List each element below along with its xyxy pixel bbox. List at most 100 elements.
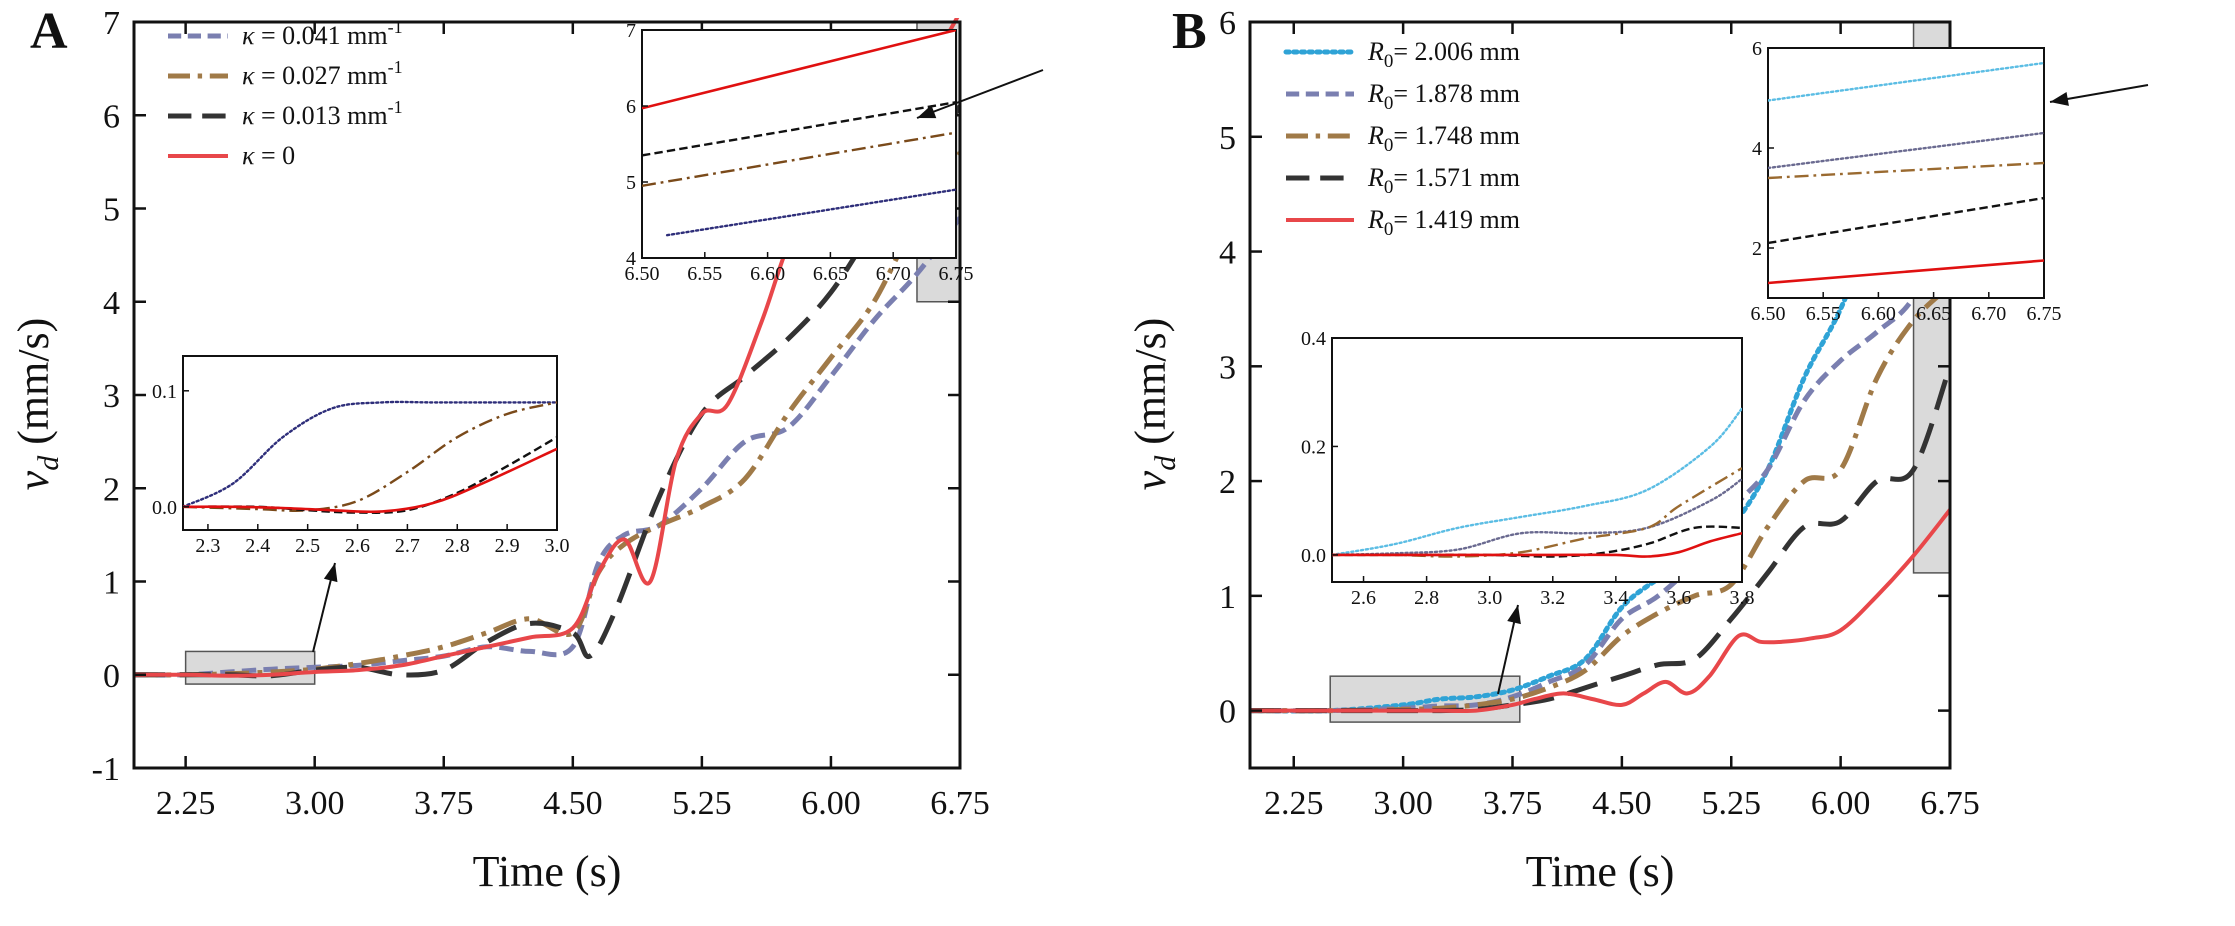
- y-tick-label: 1: [103, 565, 120, 602]
- inset-x-tick-label: 2.6: [1351, 587, 1376, 609]
- inset-x-tick-label: 6.65: [813, 263, 848, 285]
- inset-x-tick-label: 2.8: [445, 535, 470, 557]
- legend-label: κ = 0: [242, 141, 295, 170]
- legend-label: R0= 2.006 mm: [1367, 37, 1520, 72]
- x-tick-label: 3.00: [1373, 785, 1433, 822]
- inset-series-line-4: [183, 447, 557, 514]
- zoom-arrow-head: [1507, 605, 1521, 625]
- x-tick-label: 6.00: [801, 785, 861, 822]
- inset-series-line-1: [183, 400, 557, 508]
- inset-x-tick-label: 6.65: [1916, 303, 1951, 325]
- y-tick-label: 7: [103, 5, 120, 42]
- y-tick-label: 4: [103, 285, 120, 322]
- x-tick-label: 4.50: [543, 785, 603, 822]
- inset-y-tick-label: 4: [1752, 138, 1762, 160]
- inset-x-tick-label: 6.75: [2027, 303, 2062, 325]
- zoom-arrow: [916, 69, 1044, 119]
- inset-x-tick-label: 6.60: [1861, 303, 1896, 325]
- inset-x-tick-label: 6.60: [750, 263, 785, 285]
- inset-series-line-2: [1332, 477, 1742, 557]
- inset-x-tick-label: 6.55: [687, 263, 722, 285]
- inset-x-tick-label: 2.3: [195, 535, 220, 557]
- x-tick-label: 6.75: [930, 785, 990, 822]
- y-tick-label: 1: [1219, 579, 1236, 616]
- inset-series-line-1: [1332, 407, 1742, 557]
- legend-label: R0= 1.748 mm: [1367, 121, 1520, 156]
- legend: R0= 2.006 mm R0= 1.878 mm R0= 1.748 mm R0= …: [1283, 37, 1520, 240]
- y-tick-label: 3: [1219, 349, 1236, 386]
- inset-x-tick-label: 2.9: [495, 535, 520, 557]
- inset-y-tick-label: 5: [626, 172, 636, 194]
- y-tick-label: 6: [103, 98, 120, 135]
- x-tick-label: 4.50: [1592, 785, 1652, 822]
- inset-frame: [641, 29, 957, 259]
- legend-label: κ = 0.013 mm-1: [242, 97, 403, 130]
- y-tick-label: 6: [1219, 5, 1236, 42]
- inset-series-line-1: [665, 188, 956, 237]
- y-axis-title: vd (mm/s): [1126, 318, 1182, 491]
- inset-frame: [1767, 47, 2045, 299]
- inset-x-tick-label: 3.0: [1477, 587, 1502, 609]
- inset-y-tick-label: 0.1: [152, 381, 177, 403]
- series-line-2: [134, 151, 960, 678]
- panel-b-chart: 2.25 3.00 3.75 4.50 5.25 6.00 6.75 0 1 2 3 4 5 6 Time …: [1126, 5, 2149, 896]
- inset-top-right: 6.50 6.55 6.60 6.65 6.70 6.75 2 4 6: [1751, 38, 2062, 325]
- inset-y-tick-label: 6: [1752, 38, 1762, 60]
- x-tick-label: 3.00: [285, 785, 345, 822]
- inset-x-tick-label: 2.4: [245, 535, 270, 557]
- inset-x-tick-label: 6.75: [939, 263, 974, 285]
- legend: κ = 0.041 mm-1 κ = 0.027 mm-1 κ = 0.013 mm…: [168, 17, 403, 170]
- inset-x-tick-label: 6.70: [1971, 303, 2006, 325]
- x-tick-label: 3.75: [414, 785, 474, 822]
- legend-label: R0= 1.571 mm: [1367, 163, 1520, 198]
- inset-y-tick-label: 6: [626, 96, 636, 118]
- legend-label: R0= 1.878 mm: [1367, 79, 1520, 114]
- y-tick-label: 5: [1219, 120, 1236, 157]
- inset-y-tick-label: 4: [626, 248, 636, 270]
- panel-a-chart: 2.25 3.00 3.75 4.50 5.25 6.00 6.75 -1 0 1 2 3 4 5 6 7 Ti…: [9, 5, 1044, 896]
- y-tick-label: 0: [1219, 694, 1236, 731]
- series-line-1: [134, 216, 960, 678]
- y-tick-label: 5: [103, 192, 120, 229]
- x-tick-label: 2.25: [156, 785, 216, 822]
- inset-series-line-1: [1768, 61, 2044, 102]
- zoom-arrow-head: [323, 563, 338, 583]
- inset-x-tick-label: 3.8: [1730, 587, 1755, 609]
- inset-x-tick-label: 6.50: [1751, 303, 1786, 325]
- x-tick-label: 5.25: [1702, 785, 1762, 822]
- x-tick-label: 5.25: [672, 785, 732, 822]
- x-axis-title: Time (s): [473, 847, 622, 896]
- inset-bottom-left: 2.6 2.8 3.0 3.2 3.4 3.6 3.8 0.0 0.2 0.4: [1301, 328, 1755, 609]
- y-axis-title: vd (mm/s): [9, 318, 65, 491]
- inset-series-line-2: [1768, 131, 2044, 170]
- inset-frame: [182, 355, 558, 531]
- inset-bottom-left: 2.3 2.4 2.5 2.6 2.7 2.8 2.9 3.0 0.0 0.1: [152, 355, 570, 557]
- inset-y-tick-label: 0.2: [1301, 436, 1326, 458]
- inset-series-line-5: [1768, 259, 2044, 285]
- inset-x-tick-label: 3.0: [545, 535, 570, 557]
- legend-label: κ = 0.041 mm-1: [242, 17, 403, 50]
- inset-top-right: 6.50 6.55 6.60 6.65 6.70 6.75 4 5 6 7: [625, 20, 974, 285]
- y-tick-label: 3: [103, 378, 120, 415]
- series-line-5: [1250, 508, 1950, 714]
- series-line-2: [1250, 216, 1950, 714]
- x-tick-label: 6.00: [1811, 785, 1871, 822]
- inset-series-line-3: [1768, 161, 2044, 180]
- y-tick-label: 4: [1219, 235, 1236, 272]
- x-tick-label: 2.25: [1264, 785, 1324, 822]
- plot-frame: [1248, 20, 1952, 770]
- inset-series-line-3: [642, 101, 956, 157]
- inset-x-tick-label: 6.50: [625, 263, 660, 285]
- panel-letter-a: A: [30, 3, 68, 60]
- y-tick-label: 2: [103, 471, 120, 508]
- y-tick-label: 0: [103, 658, 120, 695]
- inset-x-tick-label: 6.70: [876, 263, 911, 285]
- inset-y-tick-label: 0.0: [1301, 545, 1326, 567]
- y-tick-label: -1: [92, 751, 120, 788]
- inset-x-tick-label: 3.2: [1540, 587, 1565, 609]
- inset-series-line-4: [642, 30, 956, 110]
- inset-x-tick-label: 2.5: [295, 535, 320, 557]
- panel-letter-b: B: [1172, 3, 1207, 60]
- inset-series-line-4: [1768, 196, 2044, 245]
